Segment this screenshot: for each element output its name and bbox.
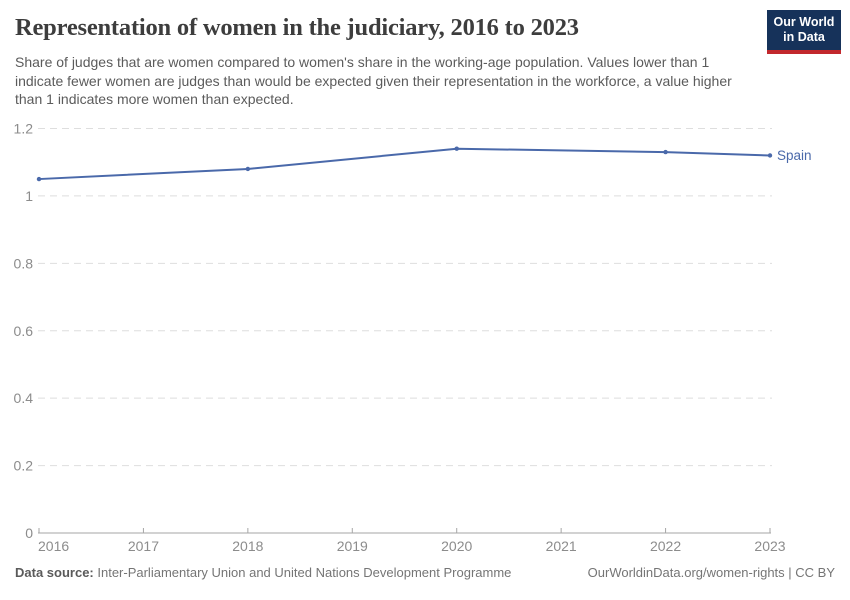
x-axis-tick-label: 2020 [441, 538, 472, 554]
y-axis-tick-label: 1.2 [14, 121, 34, 137]
x-axis-tick-label: 2019 [337, 538, 368, 554]
x-axis-tick-label: 2018 [232, 538, 263, 554]
data-point [767, 153, 773, 158]
x-axis-tick-label: 2023 [754, 538, 785, 554]
data-source-note: Data source: Inter-Parliamentary Union a… [15, 565, 511, 580]
footer-link[interactable]: OurWorldinData.org/women-rights | CC BY [587, 565, 835, 580]
data-source-value: Inter-Parliamentary Union and United Nat… [93, 565, 512, 580]
y-axis-tick-label: 0.6 [14, 323, 34, 339]
data-source-label: Data source: [15, 565, 94, 580]
series-line [38, 147, 771, 181]
chart-subtitle: Share of judges that are women compared … [15, 54, 732, 108]
data-point [245, 166, 251, 172]
owid-logo[interactable]: Our World in Data [767, 10, 841, 54]
data-point [454, 146, 459, 151]
x-axis-tick-label: 2016 [38, 538, 69, 554]
owid-logo-line1: Our World [773, 15, 835, 29]
x-axis-tick-label: 2021 [546, 538, 577, 554]
chart-footer: Data source: Inter-Parliamentary Union a… [15, 565, 835, 580]
y-axis-tick-label: 0.4 [14, 390, 34, 406]
y-axis-tick-label: 0.2 [14, 458, 34, 474]
owid-logo-line2: in Data [783, 30, 825, 45]
y-axis-tick-label: 1 [25, 188, 33, 204]
data-point [663, 149, 668, 155]
series-end-label: Spain [777, 148, 812, 163]
x-axis-tick-label: 2017 [128, 538, 159, 554]
x-axis-tick-label: 2022 [650, 538, 681, 554]
y-axis-tick-label: 0.8 [14, 255, 34, 271]
chart-title: Representation of women in the judiciary… [15, 14, 579, 41]
y-axis-tick-label: 0 [25, 525, 33, 541]
data-point [36, 176, 42, 182]
